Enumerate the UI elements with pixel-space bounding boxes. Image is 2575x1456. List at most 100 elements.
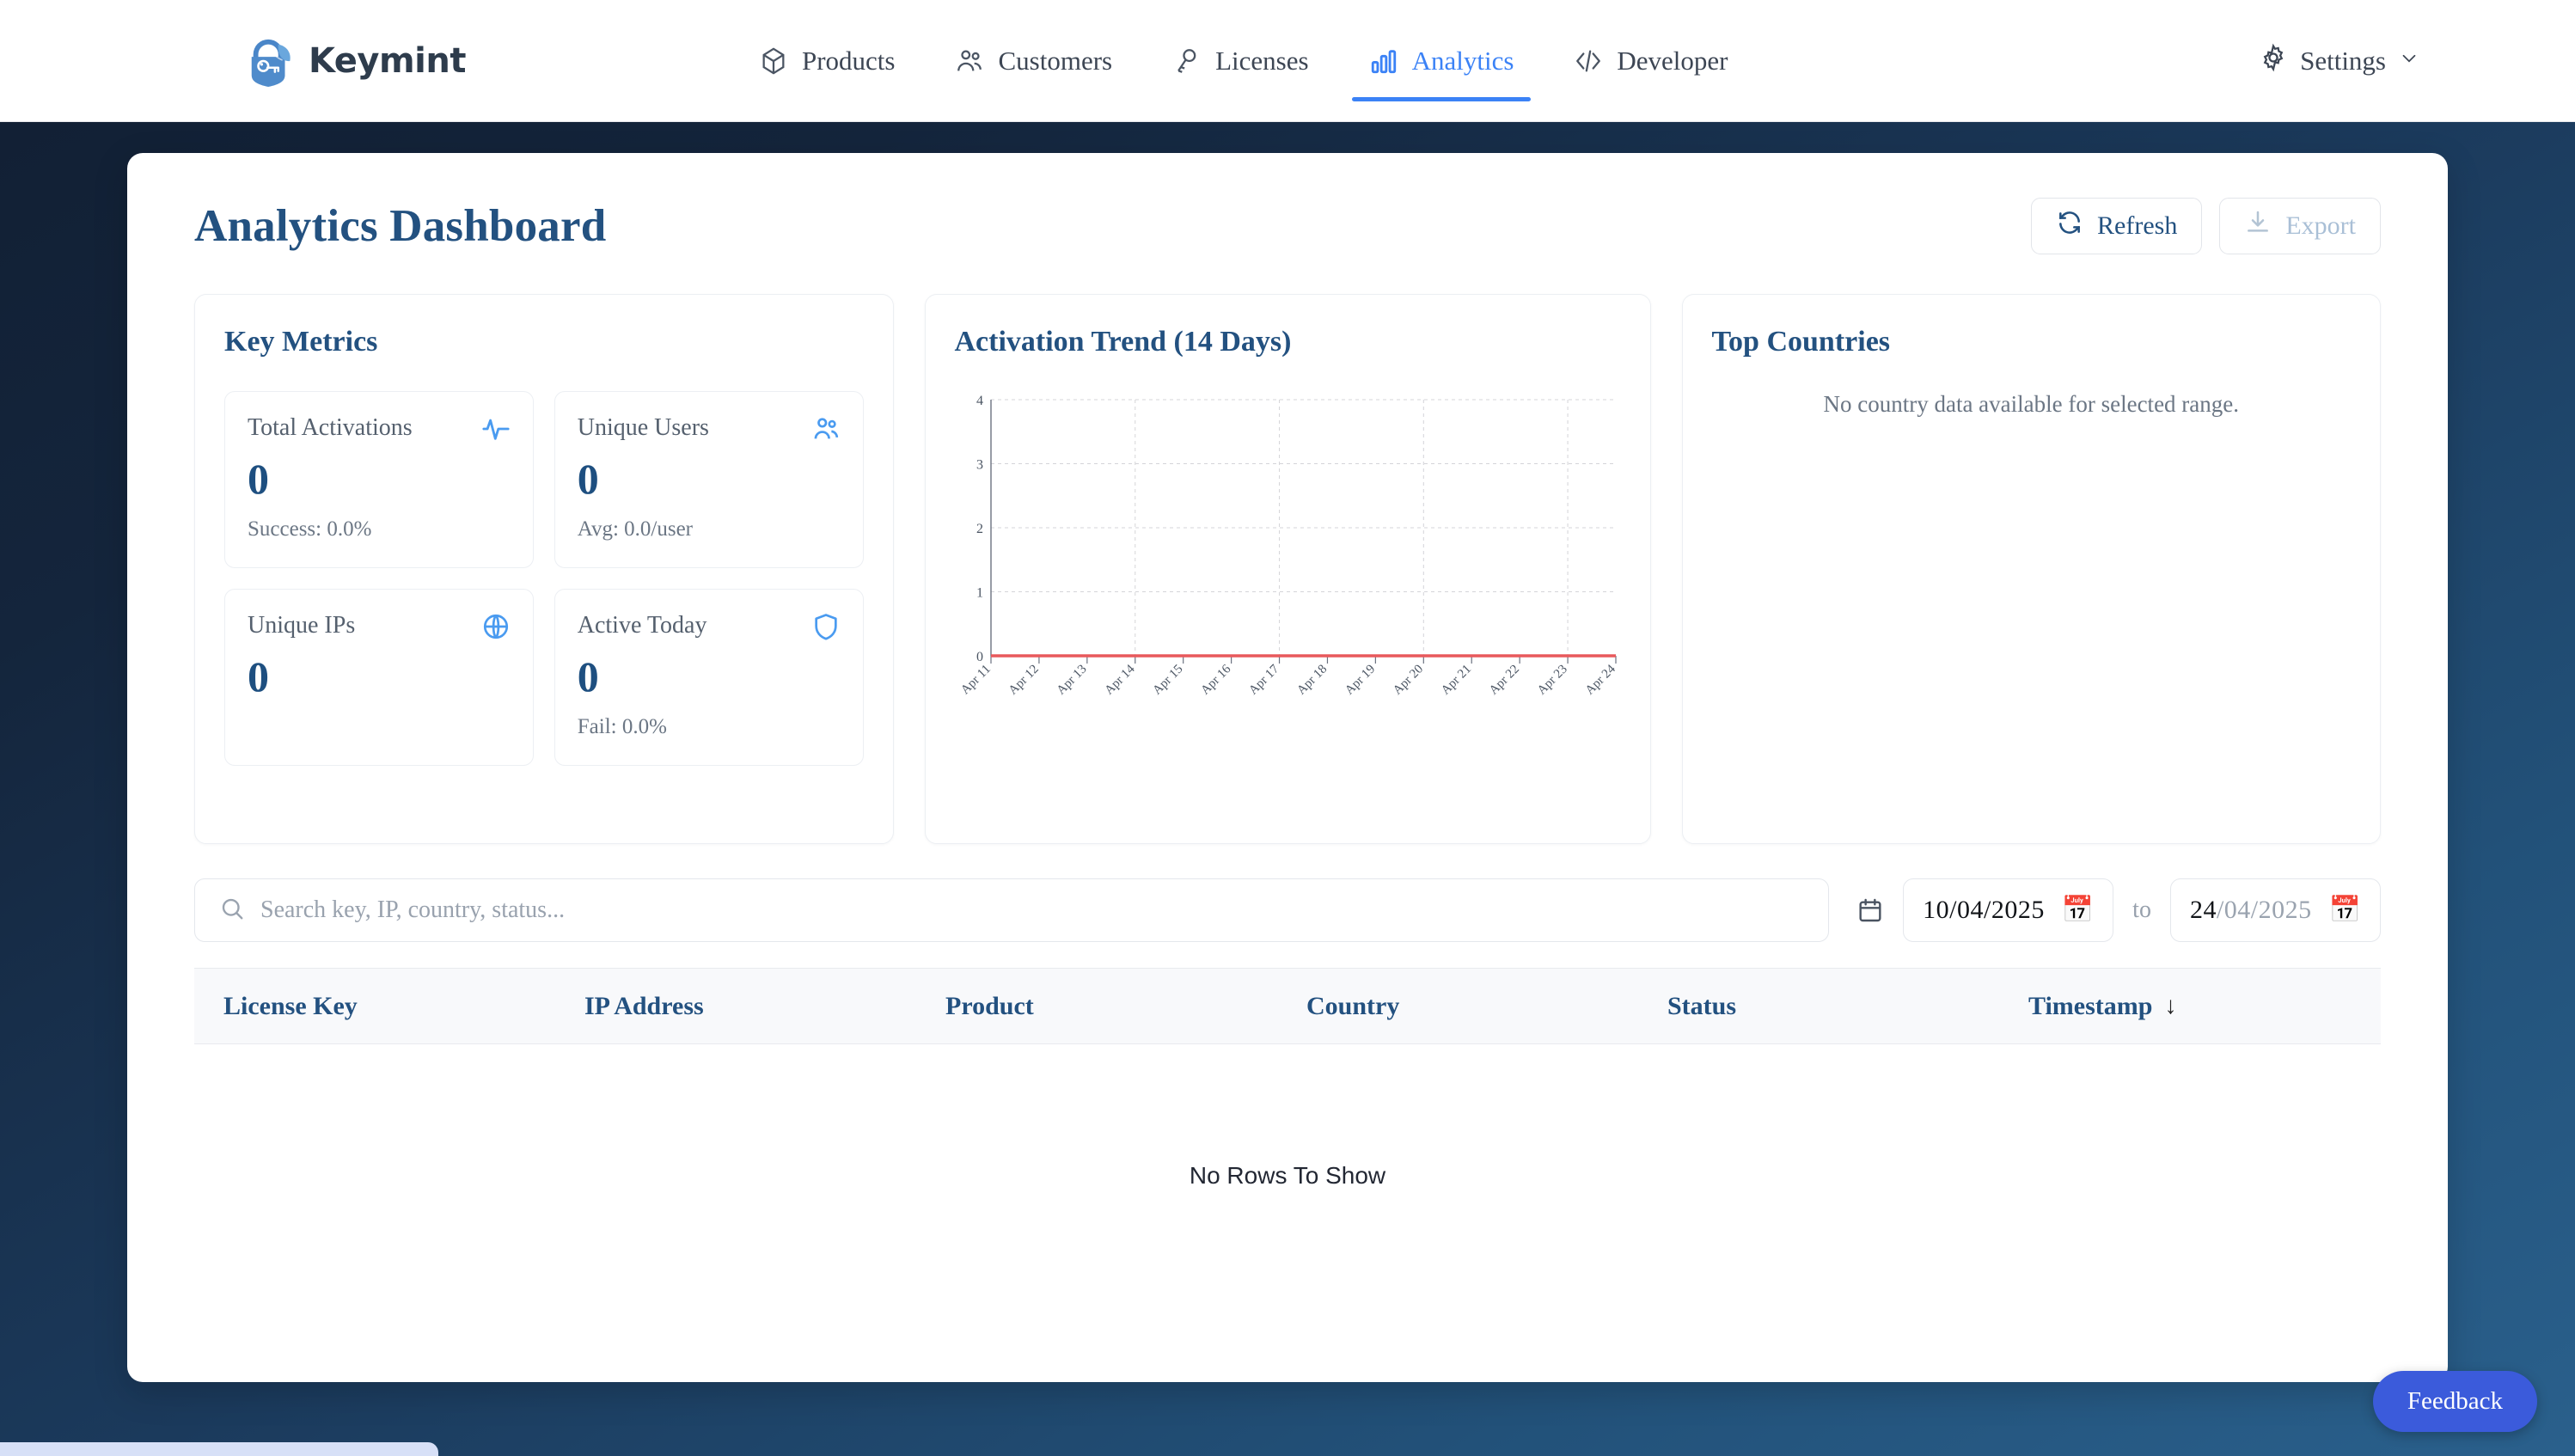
calendar-icon <box>1856 896 1884 924</box>
metric-label: Active Today <box>577 612 707 639</box>
activity-icon <box>481 414 511 444</box>
column-header-country[interactable]: Country <box>1306 991 1400 1020</box>
dashboard-panel: Analytics Dashboard Refresh Export <box>127 153 2448 1382</box>
metric-total-activations: Total Activations 0 Success: 0.0% <box>224 391 534 568</box>
globe-icon <box>481 612 511 641</box>
svg-text:4: 4 <box>976 394 983 408</box>
top-countries-empty-message: No country data available for selected r… <box>1823 391 2240 417</box>
top-countries-card: Top Countries No country data available … <box>1681 294 2381 844</box>
users-icon <box>811 414 841 444</box>
brand-logo[interactable]: Keymint <box>245 34 466 88</box>
date-to-month: 04 <box>2223 896 2251 924</box>
metric-sub: Success: 0.0% <box>248 517 372 541</box>
table-body: No Rows To Show <box>194 1044 2381 1306</box>
export-label: Export <box>2285 211 2356 240</box>
refresh-button[interactable]: Refresh <box>2031 198 2203 254</box>
activations-table: License Key IP Address Product Country S… <box>194 968 2381 1306</box>
column-header-ip-address[interactable]: IP Address <box>584 991 704 1020</box>
search-icon <box>219 896 245 926</box>
download-icon <box>2244 209 2272 243</box>
settings-label: Settings <box>2300 45 2386 76</box>
svg-text:Apr 14: Apr 14 <box>1102 662 1137 697</box>
column-header-product[interactable]: Product <box>945 991 1034 1020</box>
metric-label: Unique IPs <box>248 612 356 639</box>
key-metrics-card: Key Metrics Total Activations 0 Success:… <box>194 294 894 844</box>
summary-cards-row: Key Metrics Total Activations 0 Success:… <box>194 294 2381 844</box>
nav-label-products: Products <box>801 45 896 76</box>
date-from-input[interactable]: 10/04/2025 📅 <box>1903 878 2114 942</box>
svg-text:Apr 17: Apr 17 <box>1246 662 1281 697</box>
table-empty-message: No Rows To Show <box>1189 1161 1386 1189</box>
date-from-day: 10 <box>1923 896 1950 924</box>
metric-active-today: Active Today 0 Fail: 0.0% <box>554 589 864 766</box>
svg-text:Apr 15: Apr 15 <box>1150 663 1185 698</box>
metric-unique-ips: Unique IPs 0 <box>224 589 534 766</box>
column-header-timestamp[interactable]: Timestamp ↓ <box>2028 991 2177 1020</box>
key-metrics-title: Key Metrics <box>224 326 378 358</box>
export-button[interactable]: Export <box>2219 198 2381 254</box>
search-box[interactable] <box>194 878 1830 942</box>
date-range-separator: to <box>2132 896 2151 923</box>
chevron-down-icon <box>2398 46 2420 76</box>
sort-descending-icon: ↓ <box>2164 992 2177 1019</box>
svg-text:Apr 18: Apr 18 <box>1294 663 1330 698</box>
date-from-value: 10/04/2025 <box>1923 896 2045 924</box>
metric-label: Total Activations <box>248 414 413 441</box>
metric-sub: Avg: 0.0/user <box>577 517 693 541</box>
svg-text:Apr 16: Apr 16 <box>1198 662 1233 697</box>
metric-value: 0 <box>577 652 599 700</box>
shield-icon <box>811 612 841 641</box>
svg-text:Apr 12: Apr 12 <box>1006 663 1041 698</box>
settings-menu[interactable]: Settings <box>2259 43 2420 79</box>
svg-text:Apr 23: Apr 23 <box>1534 663 1569 698</box>
date-picker-icon[interactable]: 📅 <box>2061 896 2095 924</box>
nav-label-analytics: Analytics <box>1411 45 1514 76</box>
column-header-status[interactable]: Status <box>1667 991 1737 1020</box>
nav-label-licenses: Licenses <box>1215 45 1309 76</box>
refresh-icon <box>2056 209 2083 243</box>
metric-value: 0 <box>577 455 599 503</box>
date-picker-icon[interactable]: 📅 <box>2328 896 2361 924</box>
activation-trend-card: Activation Trend (14 Days) 0 1 2 3 4 Apr 11 Ap… <box>924 294 1651 844</box>
table-header-row: License Key IP Address Product Country S… <box>194 969 2381 1044</box>
line-chart-svg: 0 1 2 3 4 Apr 11 Apr 12 Apr 13 Apr 14 Apr 15 Apr 1… <box>958 394 1618 698</box>
svg-text:Apr 20: Apr 20 <box>1391 663 1426 698</box>
search-input[interactable] <box>260 896 1805 924</box>
top-navigation-bar: Keymint Products Customers <box>0 0 2575 122</box>
svg-text:0: 0 <box>976 650 983 664</box>
date-to-year: 2025 <box>2258 896 2312 924</box>
brand-name: Keymint <box>309 40 466 81</box>
nav-item-analytics[interactable]: Analytics <box>1351 0 1532 122</box>
users-icon <box>955 46 984 76</box>
nav-item-licenses[interactable]: Licenses <box>1167 0 1313 122</box>
date-from-month: 04 <box>1956 896 1984 924</box>
top-countries-body: No country data available for selected r… <box>1712 391 2352 812</box>
date-to-day: 24 <box>2189 896 2217 924</box>
page-title: Analytics Dashboard <box>194 201 607 251</box>
svg-text:3: 3 <box>976 458 983 473</box>
date-to-input[interactable]: 24/04/2025 📅 <box>2169 878 2381 942</box>
svg-text:Apr 24: Apr 24 <box>1582 662 1618 697</box>
svg-text:Apr 22: Apr 22 <box>1486 663 1521 698</box>
date-to-value: 24/04/2025 <box>2189 896 2312 924</box>
nav-label-customers: Customers <box>998 45 1113 76</box>
gear-icon <box>2259 43 2288 79</box>
lock-leaf-logo-icon <box>251 39 291 87</box>
svg-text:Apr 21: Apr 21 <box>1438 663 1473 698</box>
box-icon <box>759 46 788 76</box>
metric-value: 0 <box>248 455 269 503</box>
refresh-label: Refresh <box>2097 211 2178 240</box>
nav-item-developer[interactable]: Developer <box>1569 0 1733 122</box>
svg-text:2: 2 <box>976 522 983 536</box>
feedback-button[interactable]: Feedback <box>2372 1371 2537 1432</box>
main-nav-items: Products Customers Licenses <box>754 0 1734 122</box>
nav-item-products[interactable]: Products <box>754 0 901 122</box>
metric-sub: Fail: 0.0% <box>577 715 667 738</box>
key-icon <box>1172 46 1202 76</box>
metric-label: Unique Users <box>577 414 709 441</box>
column-header-license-key[interactable]: License Key <box>223 991 358 1020</box>
nav-item-customers[interactable]: Customers <box>950 0 1117 122</box>
panel-header: Analytics Dashboard Refresh Export <box>194 198 2381 254</box>
header-actions: Refresh Export <box>2031 198 2381 254</box>
metric-value: 0 <box>248 652 269 700</box>
